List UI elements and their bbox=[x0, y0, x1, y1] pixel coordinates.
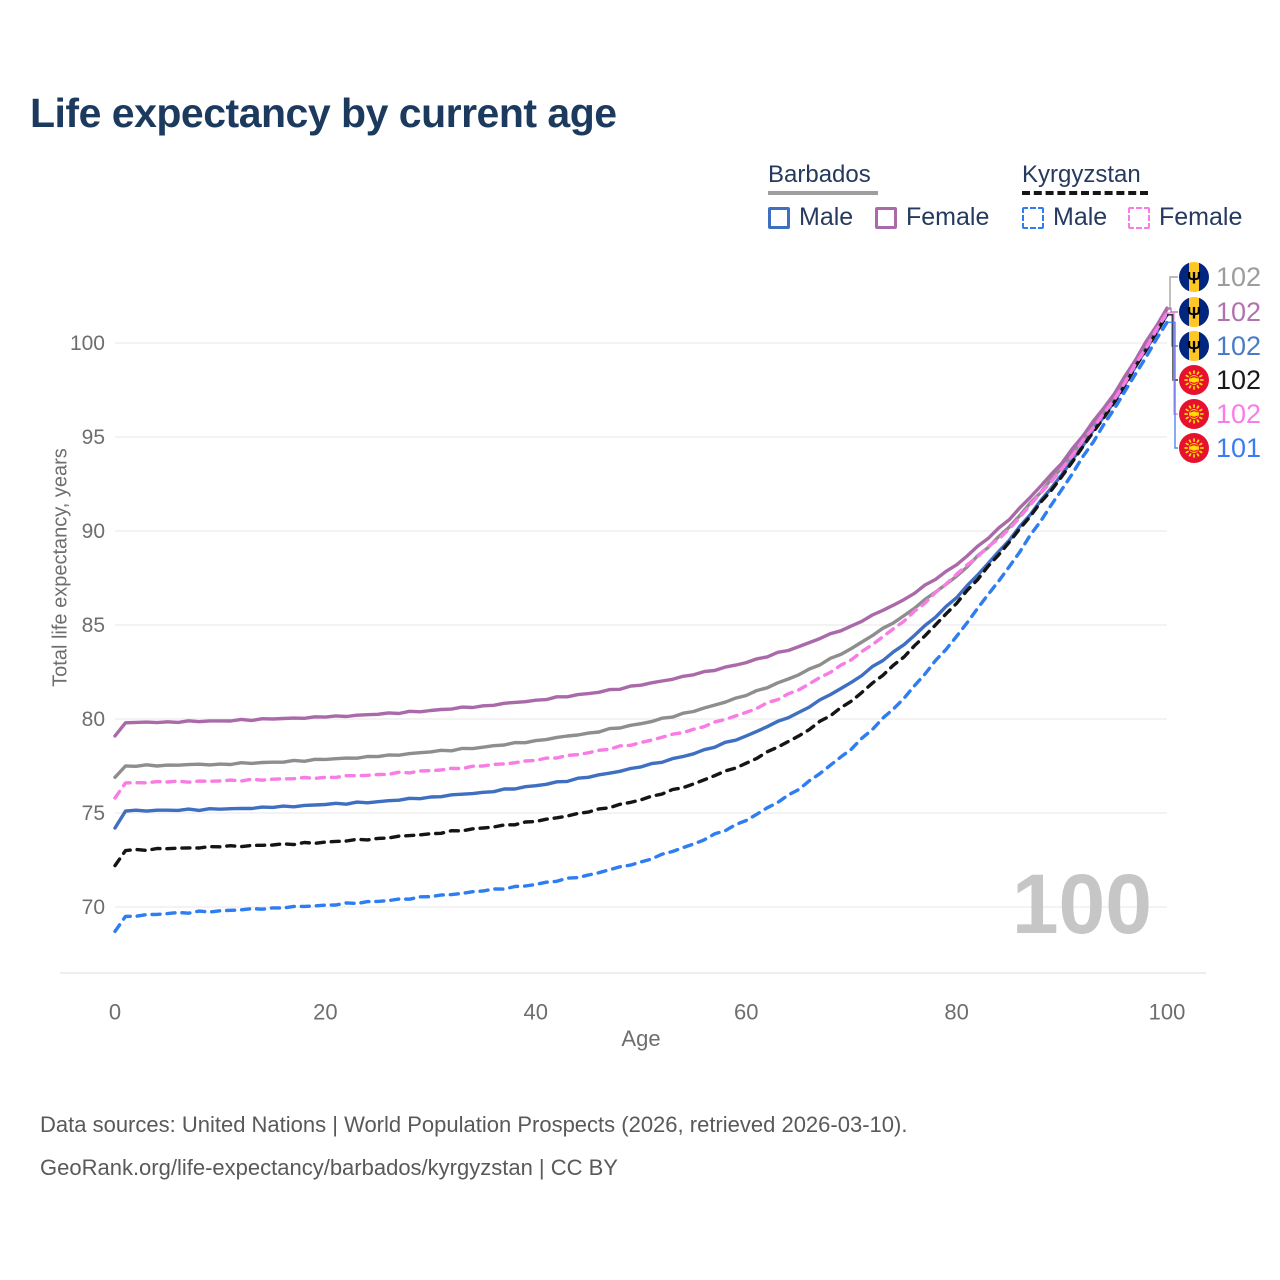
endpoint-label-row: 101 bbox=[1179, 432, 1261, 464]
endpoint-label-row: Ψ 102 bbox=[1179, 296, 1261, 328]
x-tick-label: 40 bbox=[524, 999, 548, 1024]
legend-label-kyrgyzstan-male[interactable]: Male bbox=[1053, 203, 1108, 231]
x-tick-label: 80 bbox=[944, 999, 968, 1024]
footer: Data sources: United Nations | World Pop… bbox=[40, 1104, 907, 1190]
y-tick-label: 90 bbox=[82, 520, 105, 543]
x-tick-label: 0 bbox=[109, 999, 121, 1024]
legend-swatch-kyrgyzstan-male[interactable] bbox=[1022, 207, 1044, 229]
kyrgyzstan-flag-icon bbox=[1179, 365, 1209, 395]
legend-group-title-kyrgyzstan: Kyrgyzstan bbox=[1022, 161, 1141, 188]
legend-label-barbados-male[interactable]: Male bbox=[799, 203, 854, 231]
y-tick-label: 80 bbox=[82, 708, 105, 731]
legend-swatch-kyrgyzstan-female[interactable] bbox=[1128, 207, 1150, 229]
y-tick-label: 85 bbox=[82, 614, 105, 637]
y-tick-label: 75 bbox=[82, 802, 105, 825]
series-line-barbados-female[interactable] bbox=[113, 306, 1169, 738]
legend-label-kyrgyzstan-female[interactable]: Female bbox=[1159, 203, 1243, 231]
endpoint-value: 101 bbox=[1216, 432, 1262, 463]
legend-group-title-barbados: Barbados bbox=[768, 161, 871, 188]
endpoint-label-row: 102 bbox=[1179, 398, 1261, 430]
x-axis-title: Age bbox=[621, 1026, 661, 1051]
kyrgyzstan-flag-icon bbox=[1179, 399, 1209, 429]
barbados-flag-icon: Ψ bbox=[1179, 297, 1209, 327]
kyrgyzstan-flag-icon bbox=[1179, 433, 1209, 463]
svg-text:Ψ: Ψ bbox=[1187, 269, 1201, 288]
y-tick-label: 100 bbox=[70, 332, 105, 355]
endpoint-connector bbox=[1167, 307, 1178, 313]
series-line-kyrgyzstan-male[interactable] bbox=[113, 320, 1169, 934]
svg-text:Ψ: Ψ bbox=[1187, 338, 1201, 357]
footer-attribution-link[interactable]: GeoRank.org/life-expectancy/barbados/kyr… bbox=[40, 1154, 618, 1180]
endpoint-connector bbox=[1167, 314, 1178, 381]
page-title: Life expectancy by current age bbox=[30, 90, 617, 136]
endpoint-value: 102 bbox=[1216, 398, 1262, 429]
legend-swatch-barbados-female[interactable] bbox=[875, 207, 897, 229]
y-tick-label: 70 bbox=[82, 896, 105, 919]
legend-underline-kyrgyzstan bbox=[1022, 191, 1148, 195]
series-line-kyrgyzstan-female[interactable] bbox=[113, 311, 1169, 800]
endpoint-label-row: Ψ 102 bbox=[1179, 330, 1261, 362]
endpoint-value: 102 bbox=[1216, 364, 1262, 395]
endpoint-label-row: 102 bbox=[1179, 364, 1261, 396]
legend-label-barbados-female[interactable]: Female bbox=[906, 203, 990, 231]
y-tick-label: 95 bbox=[82, 426, 105, 449]
y-axis-title: Total life expectancy, years bbox=[49, 448, 72, 687]
x-tick-label: 100 bbox=[1149, 999, 1186, 1024]
series-line-kyrgyzstan-total[interactable] bbox=[113, 313, 1169, 868]
endpoint-value: 102 bbox=[1216, 330, 1262, 361]
age-counter-watermark: 100 bbox=[1011, 857, 1152, 951]
svg-text:Ψ: Ψ bbox=[1187, 304, 1201, 323]
endpoint-label-row: Ψ 102 bbox=[1179, 261, 1261, 293]
endpoint-value: 102 bbox=[1216, 296, 1262, 327]
endpoint-connector bbox=[1167, 321, 1178, 449]
footer-data-sources: Data sources: United Nations | World Pop… bbox=[40, 1112, 908, 1137]
x-tick-label: 20 bbox=[313, 999, 337, 1024]
barbados-flag-icon: Ψ bbox=[1179, 262, 1209, 292]
barbados-flag-icon: Ψ bbox=[1179, 331, 1209, 361]
x-tick-label: 60 bbox=[734, 999, 758, 1024]
endpoint-connector bbox=[1167, 276, 1178, 310]
endpoint-value: 102 bbox=[1216, 261, 1262, 292]
legend-swatch-barbados-male[interactable] bbox=[768, 207, 790, 229]
endpoint-connector bbox=[1167, 312, 1178, 415]
legend-underline-barbados bbox=[768, 191, 878, 195]
series-line-barbados-male[interactable] bbox=[113, 313, 1169, 830]
